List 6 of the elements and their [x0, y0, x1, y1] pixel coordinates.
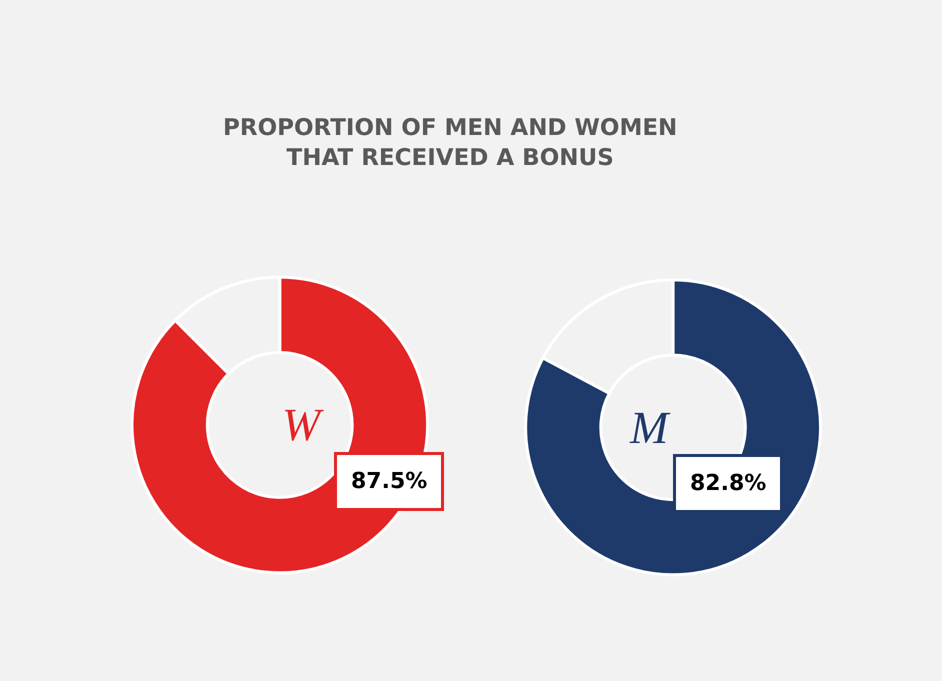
text: M [629, 402, 671, 453]
chart-title: PROPORTION OF MEN AND WOMEN THAT RECEIVED A BONUS [223, 115, 678, 171]
data-label: 87.5% [351, 469, 428, 494]
text: W [282, 399, 324, 450]
data-label: 82.8% [690, 471, 766, 496]
donut-slice [524, 278, 822, 576]
